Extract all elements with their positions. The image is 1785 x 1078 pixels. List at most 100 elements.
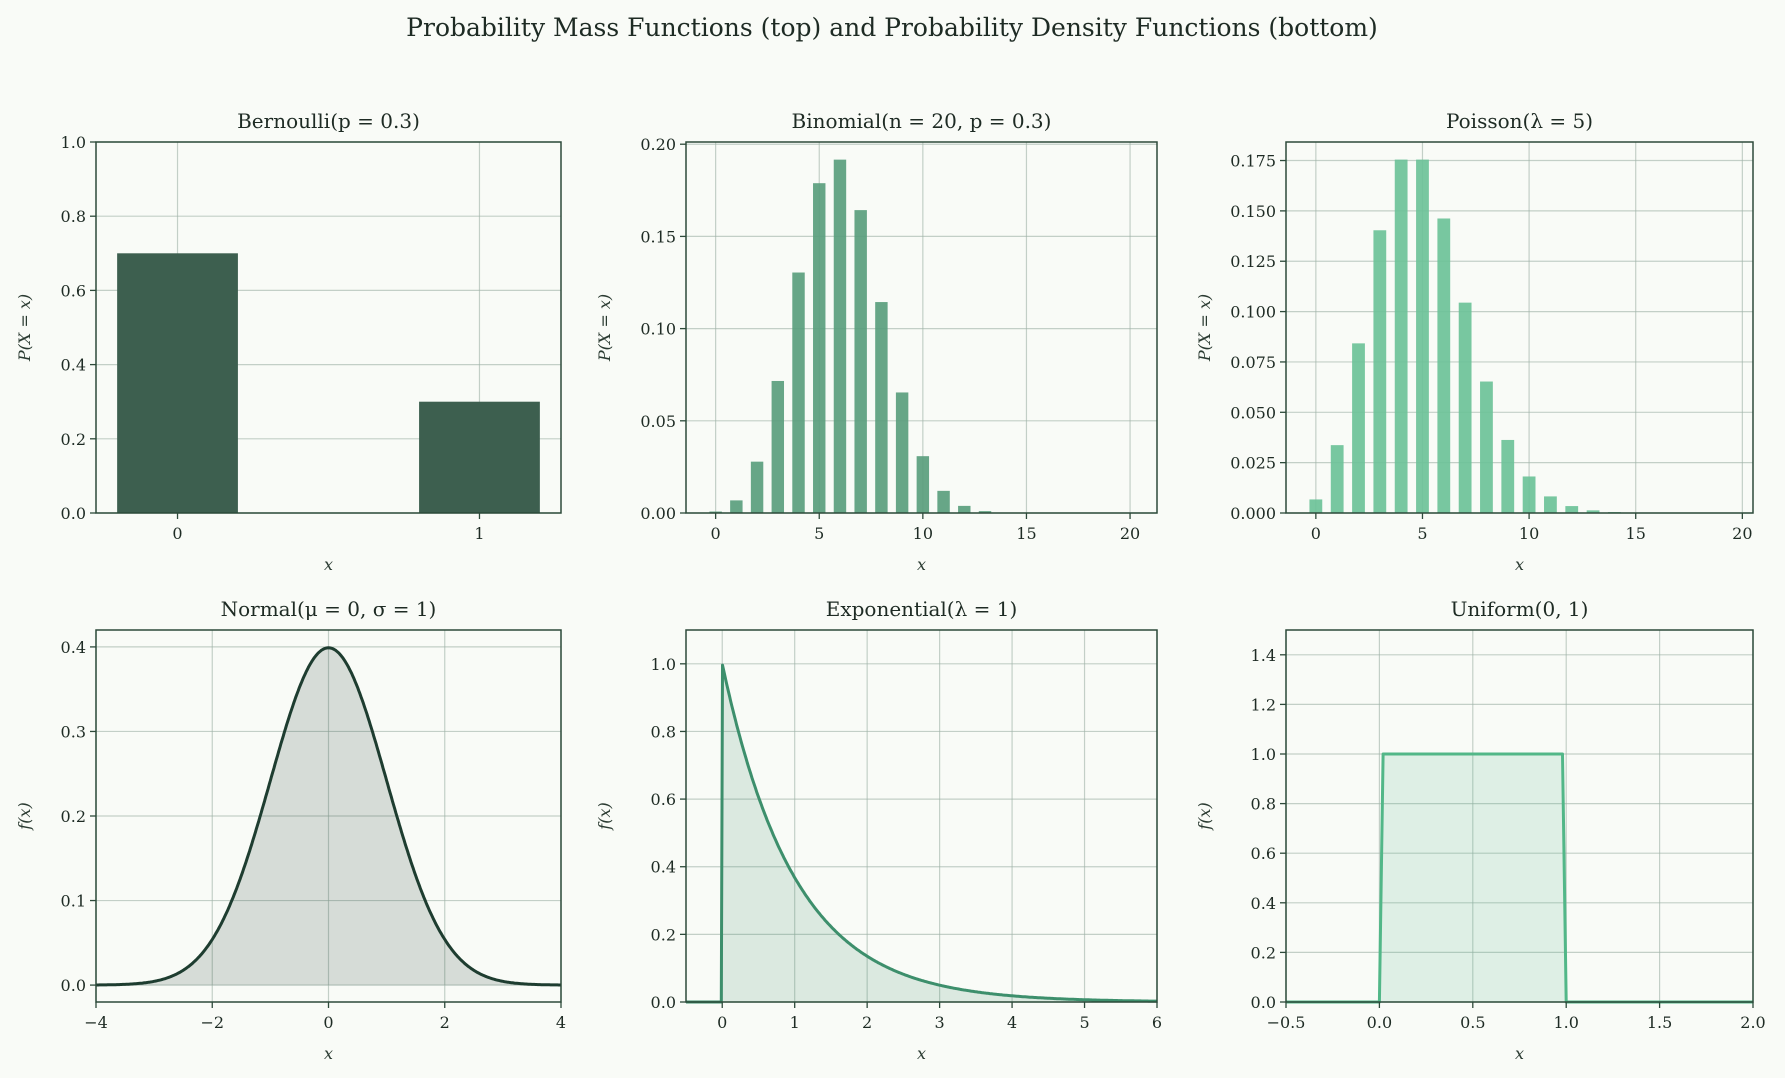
x-tick-label: −2 bbox=[200, 1013, 224, 1032]
y-tick-label: 0.1 bbox=[61, 892, 86, 911]
y-tick-label: 0.0 bbox=[1251, 993, 1276, 1012]
bar-x-7 bbox=[854, 210, 867, 513]
y-tick-label: 0.15 bbox=[640, 227, 676, 246]
bar-x-0 bbox=[1309, 499, 1323, 513]
x-tick-label: 3 bbox=[935, 1013, 945, 1032]
x-tick-label: 4 bbox=[556, 1013, 566, 1032]
subplot-title: Poisson(λ = 5) bbox=[1446, 109, 1593, 133]
y-axis-label: f(x) bbox=[15, 802, 34, 830]
axes-frame bbox=[685, 141, 1158, 514]
x-tick-label: 5 bbox=[1079, 1013, 1089, 1032]
y-tick-label: 0.8 bbox=[61, 207, 86, 226]
bar-x-6 bbox=[833, 159, 847, 513]
y-tick-label: 0.6 bbox=[61, 281, 86, 300]
density-fill bbox=[686, 665, 1157, 1002]
x-tick-label: 0 bbox=[172, 524, 182, 543]
subplot-5: 0 1 2 3 4 5 6 0.0 0.2 0.4 0.6 0.8 1.0 Exponential(λ =… bbox=[595, 597, 1162, 1063]
x-tick-label: 0 bbox=[711, 524, 721, 543]
x-axis-label: x bbox=[917, 1044, 926, 1063]
bar-x-9 bbox=[895, 392, 909, 513]
x-tick-label: 20 bbox=[1732, 524, 1752, 543]
x-tick-label: 1.5 bbox=[1647, 1013, 1672, 1032]
subplot-4: −4 −2 0 2 4 0.0 0.1 0.2 0.3 0.4 Normal(μ = 0, σ = … bbox=[15, 597, 566, 1063]
bar-x-5 bbox=[1416, 159, 1429, 513]
axes-frame bbox=[685, 629, 1158, 1003]
y-tick-label: 0.6 bbox=[1251, 844, 1276, 863]
y-axis-label: P(X = x) bbox=[595, 294, 614, 362]
bar-x-11 bbox=[1544, 496, 1557, 513]
y-tick-label: 1.2 bbox=[1251, 695, 1276, 714]
subplot-title: Uniform(0, 1) bbox=[1451, 597, 1589, 621]
y-tick-label: 0.00 bbox=[640, 504, 676, 523]
bar-x-7 bbox=[1458, 302, 1472, 513]
y-axis-label: P(X = x) bbox=[15, 294, 34, 362]
x-axis-label: x bbox=[917, 555, 926, 574]
subplot-2: 0 5 10 15 20 0.00 0.05 0.10 0.15 0.20 Binomial(n =… bbox=[595, 109, 1158, 574]
y-tick-label: 0.3 bbox=[61, 722, 86, 741]
y-axis-label: f(x) bbox=[595, 802, 614, 830]
x-tick-label: 0.5 bbox=[1460, 1013, 1485, 1032]
bar-x-13 bbox=[978, 511, 992, 513]
density-curve bbox=[95, 646, 562, 987]
y-tick-label: 0.2 bbox=[1251, 943, 1276, 962]
y-tick-label: 0.075 bbox=[1230, 353, 1276, 372]
x-tick-label: 0 bbox=[323, 1013, 333, 1032]
bar-x-1 bbox=[730, 500, 743, 513]
axes-frame bbox=[1285, 141, 1754, 514]
y-tick-label: 0.100 bbox=[1230, 303, 1276, 322]
y-tick-label: 0.000 bbox=[1230, 504, 1276, 523]
y-tick-label: 0.6 bbox=[651, 790, 676, 809]
y-tick-label: 0.4 bbox=[1251, 894, 1276, 913]
y-tick-label: 0.4 bbox=[61, 638, 86, 657]
bar-x-10 bbox=[916, 456, 930, 513]
x-axis-label: x bbox=[324, 1044, 333, 1063]
bar-x-6 bbox=[1437, 218, 1451, 513]
bar-x-12 bbox=[1565, 506, 1579, 513]
y-tick-label: 0.0 bbox=[651, 993, 676, 1012]
x-tick-label: −0.5 bbox=[1267, 1013, 1306, 1032]
subplot-title: Normal(μ = 0, σ = 1) bbox=[221, 597, 437, 621]
subplot-1: 0 1 0.0 0.2 0.4 0.6 0.8 1.0 Bernoulli(p = 0.3) x P… bbox=[15, 109, 562, 574]
subplot-title: Binomial(n = 20, p = 0.3) bbox=[792, 109, 1052, 133]
bar-x-11 bbox=[937, 490, 950, 513]
x-tick-label: 1.0 bbox=[1553, 1013, 1578, 1032]
x-tick-label: 4 bbox=[1007, 1013, 1017, 1032]
bar-x-1 bbox=[419, 401, 540, 513]
bar-x-9 bbox=[1501, 439, 1515, 513]
axes-frame bbox=[95, 141, 562, 514]
y-tick-label: 0.8 bbox=[1251, 795, 1276, 814]
subplot-title: Exponential(λ = 1) bbox=[826, 597, 1018, 621]
y-tick-label: 1.0 bbox=[1251, 745, 1276, 764]
subplot-3: 0 5 10 15 20 0.000 0.025 0.050 0.075 0.100 0.125 0.… bbox=[1195, 109, 1754, 574]
x-axis-label: x bbox=[324, 555, 333, 574]
x-tick-label: 1 bbox=[474, 524, 484, 543]
y-tick-label: 1.4 bbox=[1251, 646, 1276, 665]
x-axis-label: x bbox=[1515, 555, 1524, 574]
y-tick-label: 0.4 bbox=[61, 356, 86, 375]
x-axis-label: x bbox=[1515, 1044, 1524, 1063]
x-tick-label: 15 bbox=[1626, 524, 1646, 543]
bar-x-4 bbox=[792, 272, 805, 513]
y-tick-label: 0.175 bbox=[1230, 152, 1276, 171]
x-tick-label: 5 bbox=[814, 524, 824, 543]
bar-x-12 bbox=[958, 505, 971, 513]
bar-x-4 bbox=[1394, 159, 1408, 513]
y-tick-label: 0.0 bbox=[61, 504, 86, 523]
x-tick-label: 0 bbox=[1311, 524, 1321, 543]
x-tick-label: 2 bbox=[862, 1013, 872, 1032]
subplot-6: −0.5 0.0 0.5 1.0 1.5 2.00.00.20.40.60.81.01.2… bbox=[1195, 597, 1766, 1063]
x-tick-label: 15 bbox=[1016, 524, 1036, 543]
x-tick-label: 10 bbox=[1519, 524, 1539, 543]
density-fill bbox=[96, 647, 561, 986]
y-tick-label: 0.05 bbox=[640, 412, 676, 431]
y-tick-label: 0.20 bbox=[640, 135, 676, 154]
x-tick-label: 20 bbox=[1120, 524, 1140, 543]
bar-x-8 bbox=[875, 302, 888, 513]
x-tick-label: 0 bbox=[717, 1013, 727, 1032]
y-tick-label: 0.10 bbox=[640, 320, 676, 339]
bar-x-0 bbox=[117, 253, 238, 514]
density-fill bbox=[1286, 754, 1753, 1002]
x-tick-label: 0.0 bbox=[1367, 1013, 1392, 1032]
y-tick-label: 0.050 bbox=[1230, 403, 1276, 422]
